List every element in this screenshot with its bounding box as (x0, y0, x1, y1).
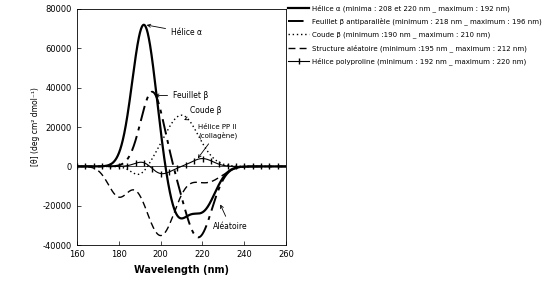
Text: Aléatoire: Aléatoire (213, 205, 248, 231)
Y-axis label: [θ] (deg cm² dmol⁻¹): [θ] (deg cm² dmol⁻¹) (31, 88, 40, 166)
Legend: Hélice α (minima : 208 et 220 nm _ maximum : 192 nm), Feuillet β antiparallèle (: Hélice α (minima : 208 et 220 nm _ maxim… (288, 4, 542, 65)
Text: Feuillet β: Feuillet β (156, 91, 208, 100)
Text: Coude β: Coude β (185, 106, 221, 120)
X-axis label: Wavelength (nm): Wavelength (nm) (134, 265, 229, 275)
Text: Hélice α: Hélice α (147, 24, 202, 37)
Text: Hélice PP II
(collagène): Hélice PP II (collagène) (198, 124, 238, 158)
